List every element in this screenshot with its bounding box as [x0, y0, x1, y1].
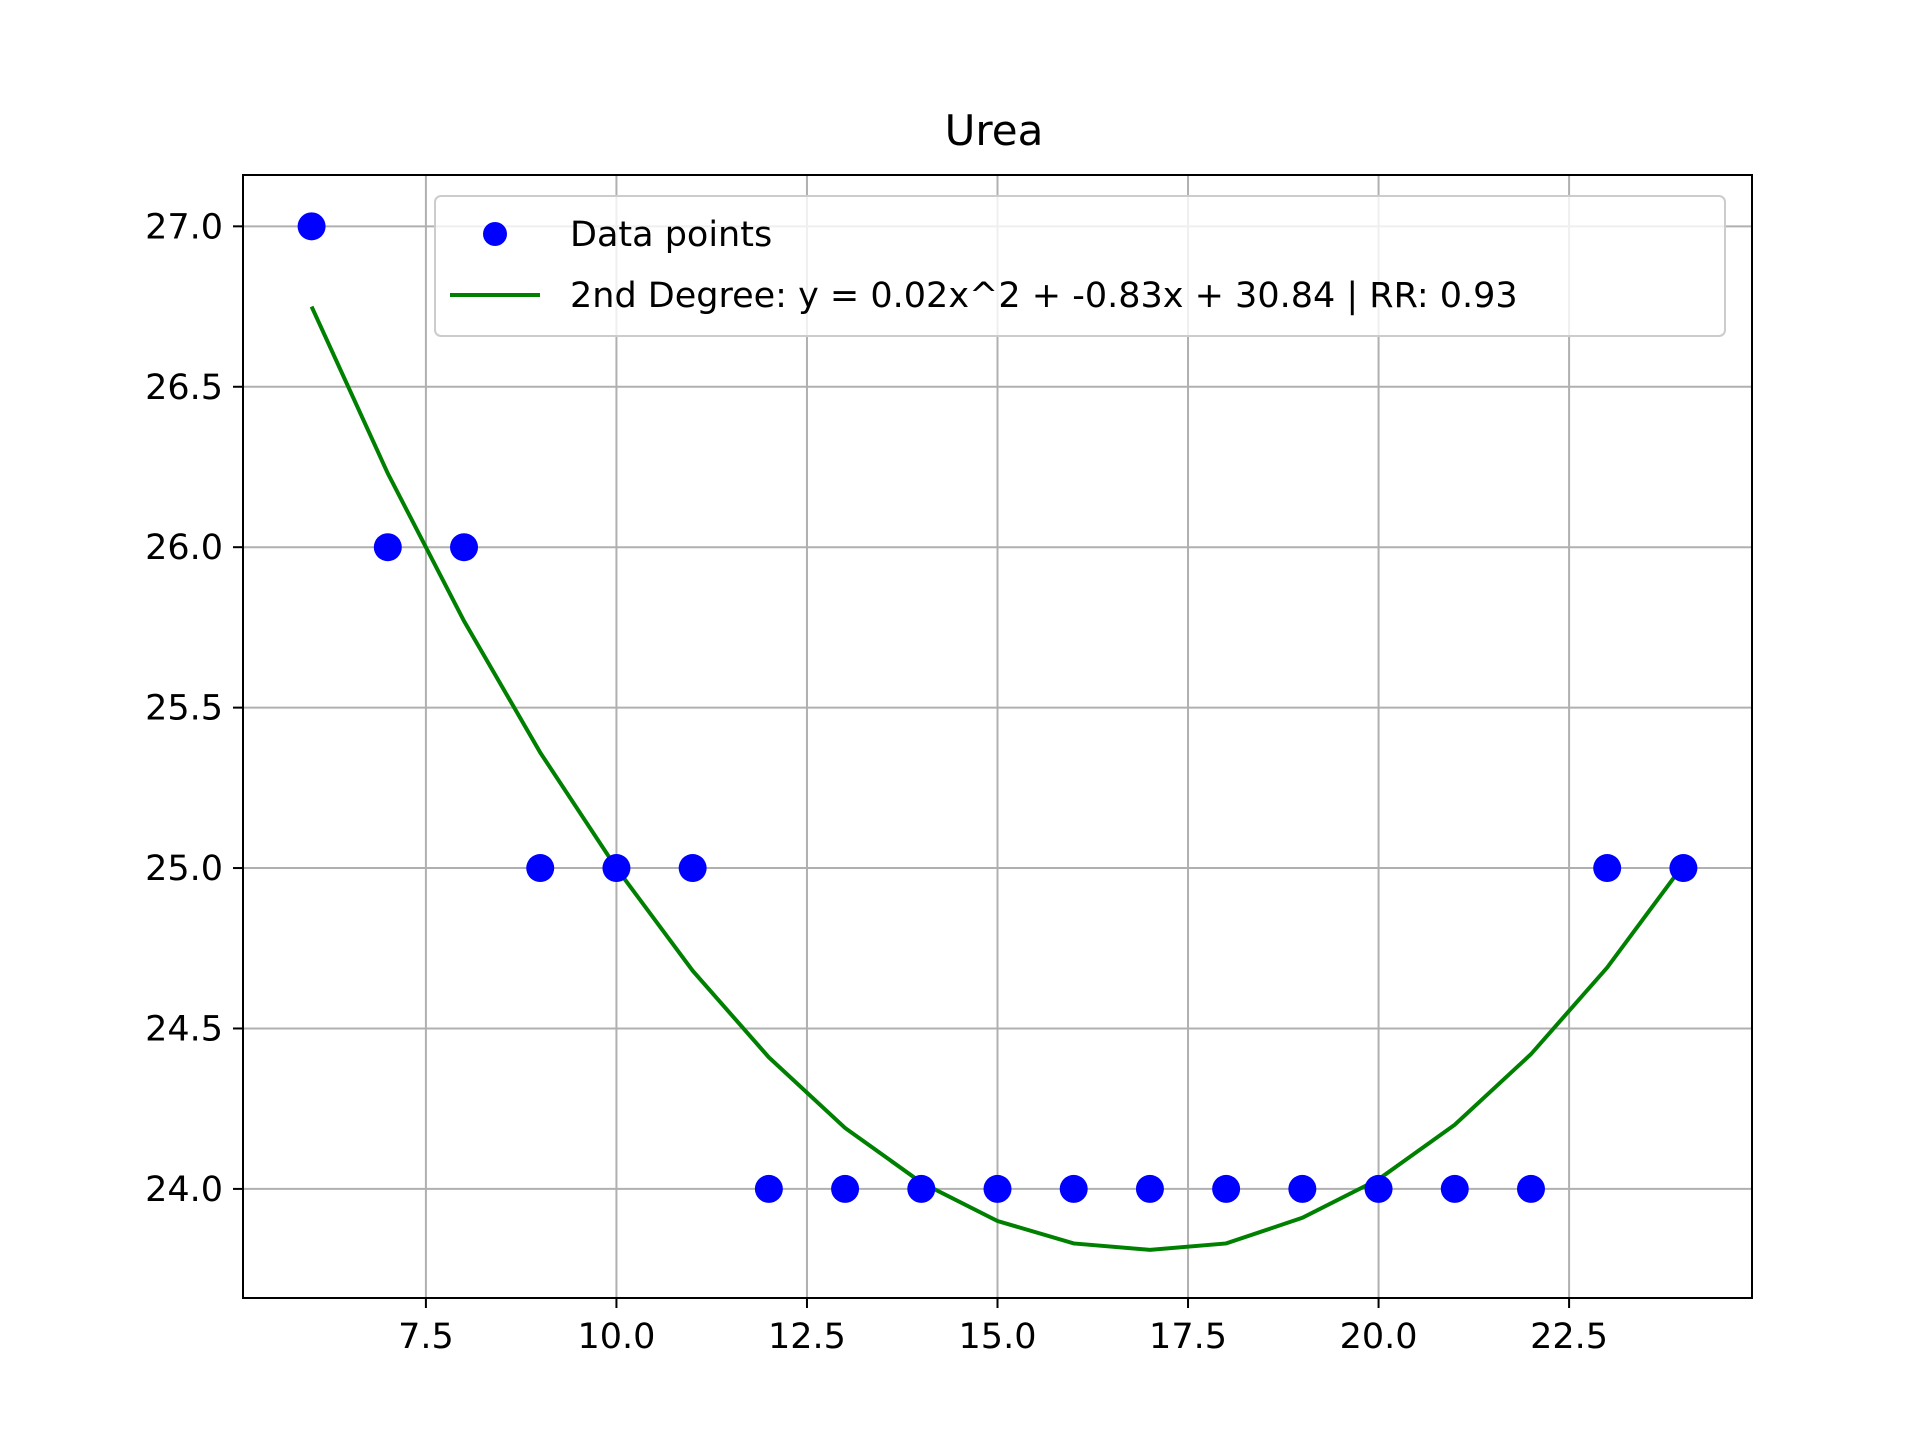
y-tick-label: 26.0: [145, 528, 223, 568]
legend-marker-data-points: [483, 222, 507, 246]
legend-label-fit-line: 2nd Degree: y = 0.02x^2 + -0.83x + 30.84…: [570, 276, 1518, 316]
data-point: [1059, 1174, 1088, 1203]
x-tick-label: 7.5: [398, 1317, 454, 1357]
fit-line: [309, 305, 1686, 1252]
data-point: [297, 212, 326, 241]
data-point: [831, 1174, 860, 1203]
y-tick-label: 25.0: [145, 849, 223, 889]
data-point: [1288, 1174, 1317, 1203]
data-point: [1212, 1174, 1241, 1203]
data-points-layer: [297, 212, 1698, 1203]
legend-box: [434, 195, 1726, 337]
data-point: [678, 854, 707, 883]
y-tick-label: 26.5: [145, 368, 223, 408]
y-tick-label: 24.0: [145, 1170, 223, 1210]
data-point: [1516, 1174, 1545, 1203]
y-tick-label: 27.0: [145, 207, 223, 247]
x-tick-label: 10.0: [577, 1317, 655, 1357]
chart-title: Urea: [945, 106, 1044, 155]
data-point: [907, 1174, 936, 1203]
fit-line-layer: [309, 305, 1686, 1252]
data-point: [1440, 1174, 1469, 1203]
y-tick-label: 25.5: [145, 689, 223, 729]
x-tick-label: 12.5: [768, 1317, 846, 1357]
x-tick-label: 20.0: [1340, 1317, 1418, 1357]
x-axis-ticks: 7.5 10.0 12.5 15.0 17.5 20.0 22.5: [398, 1298, 1608, 1357]
y-axis-ticks: 24.0 24.5 25.0 25.5 26.0 26.5 27.0: [145, 207, 243, 1210]
data-point: [754, 1174, 783, 1203]
data-point: [1593, 854, 1622, 883]
data-point: [1364, 1174, 1393, 1203]
data-point: [373, 533, 402, 562]
legend-label-data-points: Data points: [570, 215, 772, 255]
data-point: [450, 533, 479, 562]
x-tick-label: 22.5: [1530, 1317, 1608, 1357]
data-point: [602, 854, 631, 883]
data-point: [1135, 1174, 1164, 1203]
data-point: [1669, 854, 1698, 883]
data-point: [983, 1174, 1012, 1203]
x-tick-label: 17.5: [1149, 1317, 1227, 1357]
y-tick-label: 24.5: [145, 1009, 223, 1049]
legend: Data points 2nd Degree: y = 0.02x^2 + -0…: [434, 195, 1726, 337]
data-point: [526, 854, 555, 883]
x-tick-label: 15.0: [959, 1317, 1037, 1357]
